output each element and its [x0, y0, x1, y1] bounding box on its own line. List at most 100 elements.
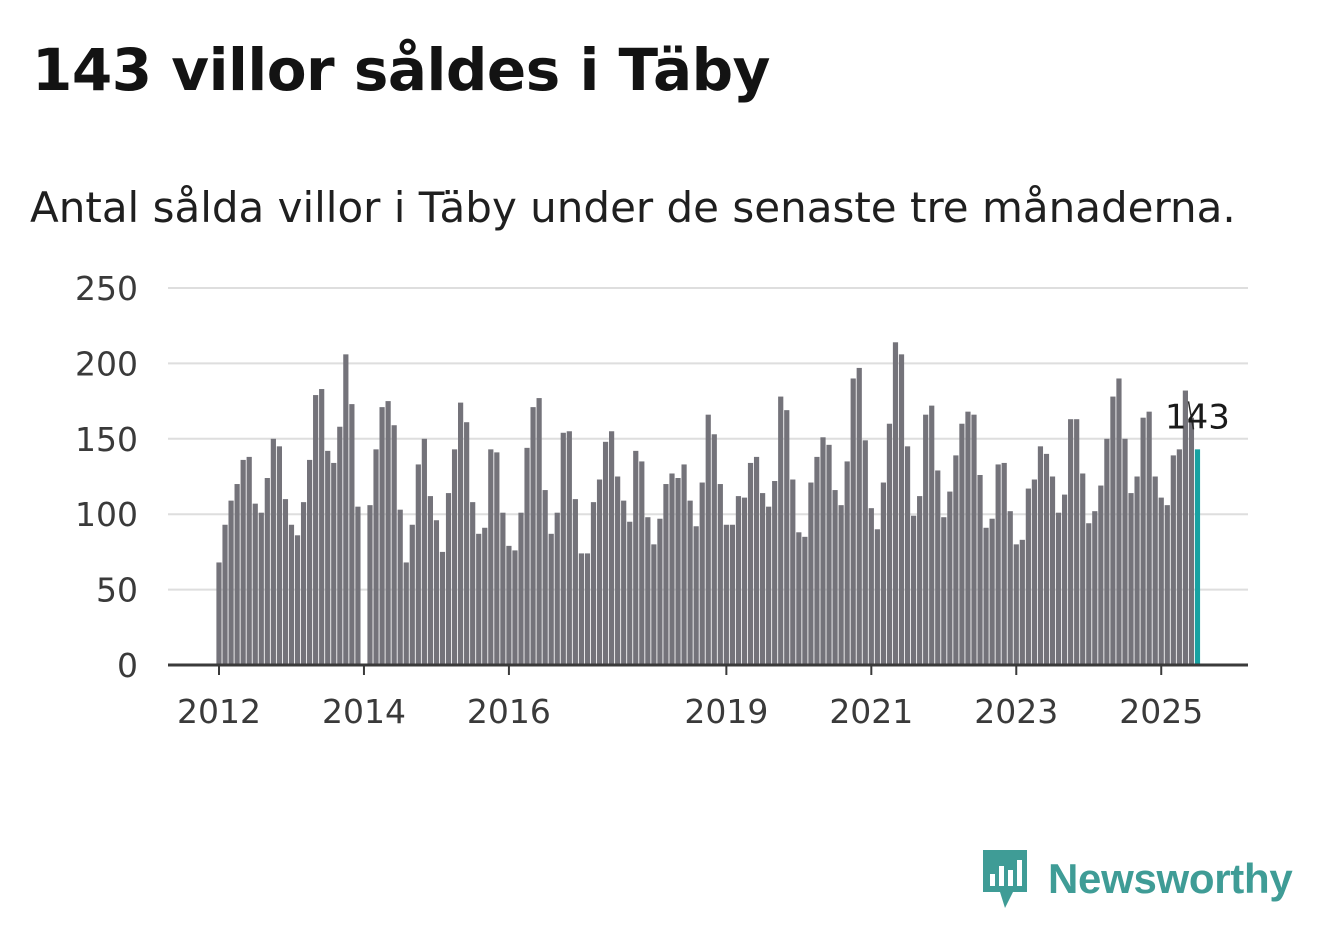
bar: [1116, 378, 1122, 665]
y-tick-label: 100: [75, 495, 138, 534]
bar: [796, 532, 802, 665]
bar: [826, 444, 832, 665]
bar: [313, 395, 319, 665]
x-tick-label: 2014: [322, 692, 406, 731]
bar: [615, 476, 621, 665]
bar: [760, 493, 766, 665]
bar: [1122, 438, 1128, 665]
bar: [536, 398, 542, 665]
bar: [391, 425, 397, 665]
bar: [886, 423, 893, 665]
bar: [319, 389, 325, 665]
bar: [1025, 488, 1031, 665]
bar: [1098, 485, 1104, 665]
bar: [1176, 449, 1182, 665]
y-tick-label: 50: [96, 571, 138, 610]
annotation-leader-line: [1187, 401, 1195, 430]
y-tick-label: 0: [117, 646, 138, 685]
bar: [542, 490, 548, 665]
bar: [971, 414, 977, 665]
axes: 0 50 100 150 200 250 2012 2014 2016 2019 2021 2023 2…: [75, 269, 1248, 731]
bar: [379, 407, 385, 665]
bar: [216, 562, 222, 665]
bar: [367, 505, 373, 665]
bar: [917, 496, 923, 665]
newsworthy-logo-icon: [983, 850, 1027, 908]
y-tick-label: 150: [75, 420, 138, 459]
bar-highlighted: [1194, 449, 1201, 665]
bar: [325, 450, 331, 665]
bar: [482, 527, 488, 665]
bar: [445, 493, 452, 665]
bar: [941, 517, 947, 665]
bar: [699, 482, 705, 665]
bar: [862, 440, 868, 665]
y-tick-label: 200: [75, 344, 138, 383]
x-tick-label: 2016: [467, 692, 551, 731]
bar: [1188, 417, 1195, 665]
bar: [596, 479, 603, 665]
brand: Newsworthy: [980, 848, 1293, 910]
bar: [397, 509, 403, 665]
bar: [1074, 419, 1080, 665]
bar: [1013, 544, 1019, 665]
bar: [1152, 476, 1158, 665]
bar: [1086, 523, 1092, 665]
bar: [753, 456, 760, 665]
bar: [566, 431, 572, 665]
bar: [802, 536, 808, 665]
bar: [1134, 476, 1140, 665]
bar: [904, 446, 911, 665]
bars: [216, 342, 1201, 665]
bar: [385, 401, 391, 665]
bar: [1001, 462, 1007, 665]
bar: [1080, 473, 1086, 665]
bar: [741, 497, 748, 665]
brand-name: Newsworthy: [1048, 855, 1293, 902]
bar: [476, 533, 482, 665]
bar: [337, 426, 343, 665]
bar: [1007, 511, 1013, 665]
bar: [1146, 411, 1152, 665]
bar: [911, 515, 917, 665]
y-tick-label: 250: [75, 269, 138, 308]
x-tick-label: 2021: [829, 692, 913, 731]
bar: [500, 512, 506, 665]
bar: [458, 402, 464, 665]
bar: [590, 502, 597, 665]
bar: [331, 462, 337, 665]
bar: [373, 449, 379, 665]
bar: [258, 512, 264, 665]
bar: [995, 464, 1001, 665]
bar: [844, 461, 850, 665]
bar: [778, 396, 784, 665]
bar: [651, 544, 657, 665]
bar: [415, 464, 421, 665]
bar: [850, 378, 856, 665]
bar: [705, 414, 711, 665]
bar: [880, 482, 886, 665]
bar: [451, 449, 458, 665]
bar: [1110, 396, 1116, 665]
bar: [294, 535, 301, 665]
bar: [675, 478, 681, 665]
bar: [693, 526, 699, 665]
bar: [602, 441, 609, 665]
bar: [282, 499, 289, 665]
bar: [965, 411, 971, 665]
bar: [1043, 453, 1050, 665]
bar: [1019, 539, 1025, 665]
bar: [1062, 494, 1068, 665]
bar: [421, 438, 427, 665]
bar: [935, 470, 941, 665]
bar: [234, 484, 240, 665]
bar: [898, 354, 905, 665]
bar: [488, 449, 494, 665]
bar: [868, 508, 874, 665]
bar: [1170, 455, 1176, 665]
bar: [983, 527, 989, 665]
bar: [747, 462, 754, 665]
bar: [403, 562, 409, 665]
bar: [784, 410, 790, 665]
